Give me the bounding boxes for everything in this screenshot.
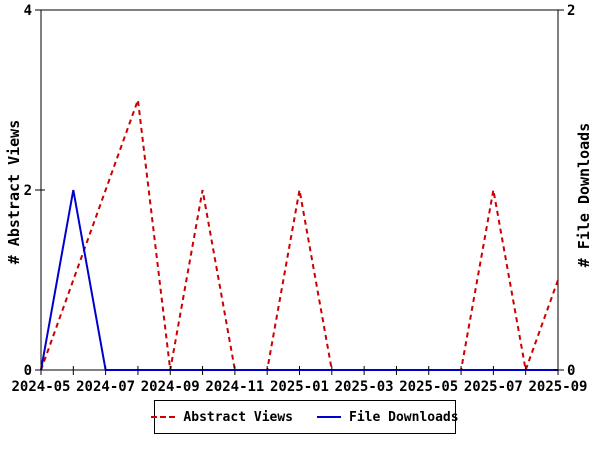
legend-label-file-downloads: File Downloads	[349, 409, 459, 425]
right-axis-title: # File Downloads	[575, 122, 593, 268]
plot-border	[40, 9, 559, 371]
legend-label-abstract-views: Abstract Views	[183, 409, 293, 425]
legend-line-sample-abstract-views	[151, 416, 176, 418]
y-axis-left-tick-label: 2	[24, 183, 32, 199]
series-line-file-downloads	[40, 189, 558, 371]
x-axis-tick-label: 2025-09	[528, 379, 587, 395]
y-axis-left-tick-label: 0	[24, 363, 32, 379]
legend-line-sample-file-downloads	[317, 416, 341, 418]
x-axis-tick-label: 2025-01	[270, 379, 329, 395]
legend: Abstract Views File Downloads	[151, 400, 459, 434]
legend-item-file-downloads: File Downloads	[317, 410, 459, 425]
y-axis-left-tick-label: 4	[24, 3, 32, 19]
x-axis-tick-label: 2024-09	[141, 379, 200, 395]
left-axis-title: # Abstract Views	[5, 119, 23, 265]
legend-item-abstract-views: Abstract Views	[151, 410, 293, 425]
x-axis-tick-label: 2025-03	[335, 379, 394, 395]
x-axis-tick-label: 2025-05	[399, 379, 458, 395]
x-axis-tick-label: 2025-07	[464, 379, 523, 395]
series-line-abstract-views	[40, 99, 559, 374]
x-axis-tick-label: 2024-07	[76, 379, 135, 395]
y-axis-right-tick-label: 0	[567, 363, 575, 379]
x-axis-tick-label: 2024-05	[11, 379, 70, 395]
y-axis-right-tick-label: 2	[567, 3, 575, 19]
x-axis-tick-label: 2024-11	[205, 379, 264, 395]
